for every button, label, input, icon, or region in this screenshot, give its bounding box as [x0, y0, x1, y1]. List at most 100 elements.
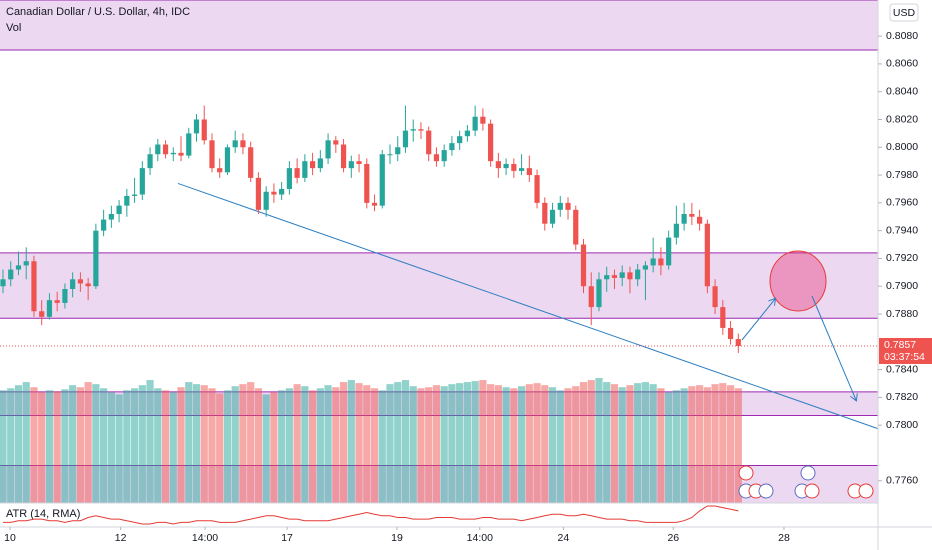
volume-bar	[84, 382, 92, 503]
volume-bar	[347, 380, 355, 503]
candle-body	[279, 188, 285, 195]
volume-bar	[177, 387, 185, 503]
candle-body	[720, 307, 726, 328]
volume-bar	[533, 383, 541, 503]
volume-bar	[270, 392, 278, 503]
x-tick-label: 17	[281, 532, 293, 544]
price-zone	[0, 252, 878, 319]
candle-body	[54, 300, 60, 303]
volume-bar	[30, 387, 38, 503]
volume-bar	[610, 384, 619, 503]
volume-bar	[161, 390, 170, 503]
volume-bar	[123, 390, 131, 503]
candle-body	[255, 177, 262, 210]
volume-bar	[626, 385, 634, 503]
candle-body	[511, 163, 517, 171]
volume-bar	[510, 388, 518, 503]
event-icon	[758, 483, 774, 499]
volume-bar	[587, 380, 595, 503]
volume-bar	[463, 382, 471, 503]
candle-body	[85, 283, 91, 287]
candle-body	[488, 123, 494, 162]
volume-bar	[278, 390, 286, 503]
volume-bar	[487, 384, 495, 503]
volume-bar	[14, 385, 23, 503]
x-tick-label: 12	[115, 532, 127, 544]
volume-bar	[649, 384, 657, 503]
volume-bar	[448, 384, 456, 503]
volume-bar	[394, 382, 402, 503]
candle-body	[101, 219, 107, 231]
candle-body	[116, 205, 122, 214]
candle-body	[170, 152, 176, 155]
candle-body	[62, 289, 68, 303]
candle-body	[333, 140, 339, 145]
event-icon	[738, 465, 754, 481]
volume-bar	[378, 390, 386, 503]
candle-body	[131, 194, 138, 196]
candle-body	[580, 244, 587, 287]
candle-body	[689, 213, 695, 217]
y-tick-label: 0.7760	[886, 475, 918, 487]
x-tick-label: 14:00	[192, 532, 218, 544]
volume-bar	[641, 382, 650, 503]
volume-bar	[239, 384, 247, 503]
volume-bar	[130, 388, 139, 503]
candle-body	[395, 147, 401, 155]
y-tick-label: 0.7800	[886, 419, 918, 431]
candle-body	[364, 163, 370, 203]
candle-body	[248, 147, 254, 178]
countdown-label: 03:37:54	[884, 351, 925, 363]
volume-bar	[301, 386, 309, 503]
candle-body	[193, 119, 200, 134]
volume-bar	[38, 392, 46, 503]
volume-bar	[471, 381, 479, 503]
candle-body	[371, 202, 378, 206]
volume-bar	[92, 384, 100, 503]
volume-bar	[69, 385, 77, 503]
volume-bar	[502, 387, 510, 503]
indicator-label: ATR (14, RMA)	[6, 508, 80, 520]
candle-body	[224, 147, 231, 173]
currency-button[interactable]	[889, 3, 919, 22]
volume-bar	[409, 386, 417, 503]
price-zone	[0, 0, 878, 51]
volume-bar	[386, 384, 394, 503]
candle-body	[310, 161, 316, 169]
volume-bar	[726, 385, 735, 503]
volume-bar	[719, 383, 727, 503]
volume-bar	[185, 382, 193, 503]
candle-body	[627, 272, 633, 280]
y-tick-label: 0.7880	[886, 308, 918, 320]
arrow	[741, 299, 775, 341]
x-tick-label: 26	[667, 532, 679, 544]
x-tick-label: 19	[391, 532, 403, 544]
volume-bar	[231, 386, 239, 503]
candle-body	[642, 265, 649, 270]
last-price-label: 0.7857	[884, 339, 916, 351]
last-price-tag	[879, 337, 932, 364]
volume-bar	[45, 390, 54, 503]
candle-body	[286, 168, 292, 189]
candle-body	[588, 286, 594, 308]
volume-bar	[293, 384, 301, 503]
candle-body	[294, 168, 300, 178]
candle-body	[557, 202, 563, 210]
volume-bar	[517, 386, 526, 503]
candle-body	[402, 130, 409, 148]
candle-body	[526, 168, 532, 176]
candle-body	[611, 275, 618, 278]
volume-bar	[324, 385, 332, 503]
candle-body	[619, 272, 625, 278]
volume-bar	[355, 383, 363, 503]
volume-bar	[696, 385, 704, 503]
volume-bar	[440, 386, 448, 503]
volume-bar	[309, 390, 317, 503]
volume-bar	[525, 384, 533, 503]
x-tick-label: 10	[4, 532, 16, 544]
y-tick-label: 0.7820	[886, 391, 918, 403]
currency-label[interactable]: USD	[893, 7, 916, 19]
volume-bar	[332, 387, 340, 503]
volume-bar	[417, 388, 425, 503]
volume-bar	[456, 383, 464, 503]
